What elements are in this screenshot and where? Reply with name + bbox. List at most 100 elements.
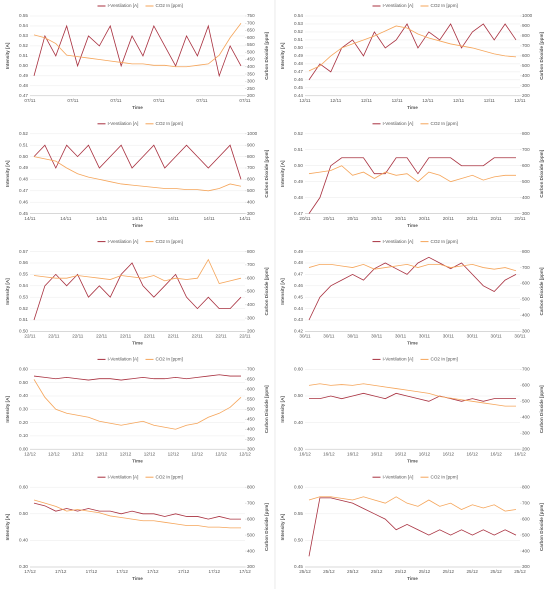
- y2-tick-label: 300: [247, 446, 255, 451]
- x-tick-label: 12/11: [484, 98, 496, 103]
- x-tick-label: 20/11: [299, 216, 311, 221]
- y-tick-label: 0.45: [294, 294, 303, 299]
- y2-tick-label: 550: [247, 42, 255, 47]
- y2-tick-label: 1000: [522, 13, 533, 18]
- y-tick-label: 0.53: [19, 294, 28, 299]
- x-axis-title: Time: [407, 105, 418, 110]
- y2-tick-label: 650: [247, 28, 255, 33]
- y-tick-label: 0.50: [19, 63, 28, 68]
- y2-tick-label: 700: [522, 265, 530, 270]
- x-tick-label: 20/11: [347, 216, 359, 221]
- y2-axis-title: Carbon Dioxide [ppm]: [264, 385, 269, 433]
- legend-label: I-Ventilation [A]: [383, 3, 414, 8]
- x-tick-label: 25/12: [347, 569, 359, 574]
- x-tick-label: 20/11: [514, 216, 526, 221]
- y2-tick-label: 450: [247, 57, 255, 62]
- y2-tick-label: 400: [522, 548, 530, 553]
- x-tick-label: 22/11: [144, 334, 156, 339]
- y-tick-label: 0.47: [294, 69, 303, 74]
- y2-tick-label: 600: [247, 177, 255, 182]
- y-tick-label: 0.46: [294, 283, 303, 288]
- y-tick-label: 0.48: [19, 177, 28, 182]
- y-tick-label: 0.54: [19, 283, 28, 288]
- y2-tick-label: 700: [247, 367, 255, 372]
- x-tick-label: 12/12: [48, 451, 60, 456]
- y-tick-label: 0.53: [19, 33, 28, 38]
- y-tick-label: 0.46: [19, 199, 28, 204]
- y-tick-label: 0.51: [19, 142, 28, 147]
- y2-tick-label: 400: [247, 426, 255, 431]
- y2-tick-label: 600: [247, 35, 255, 40]
- legend-label: CO2 In [ppm]: [156, 239, 183, 244]
- x-axis-title: Time: [132, 576, 143, 581]
- legend-label: I-Ventilation [A]: [108, 474, 139, 479]
- y-tick-label: 0.00: [19, 446, 28, 451]
- x-tick-label: 12/12: [96, 451, 108, 456]
- y2-tick-label: 900: [247, 142, 255, 147]
- data-line: [33, 502, 241, 520]
- y-axis-title: Intensity [A]: [5, 513, 10, 540]
- x-tick-label: 22/11: [192, 334, 204, 339]
- y-tick-label: 0.51: [294, 37, 303, 42]
- x-tick-label: 20/11: [371, 216, 383, 221]
- legend-label: CO2 In [ppm]: [431, 121, 458, 126]
- x-tick-label: 20/11: [443, 216, 455, 221]
- x-tick-label: 17/12: [178, 569, 190, 574]
- y-tick-label: 0.50: [19, 154, 28, 159]
- x-tick-label: 07/11: [67, 98, 79, 103]
- y2-tick-label: 300: [247, 564, 255, 569]
- y2-tick-label: 700: [522, 147, 530, 152]
- y2-tick-label: 600: [522, 516, 530, 521]
- x-tick-label: 25/12: [443, 569, 455, 574]
- y2-tick-label: 700: [247, 165, 255, 170]
- x-tick-label: 14/11: [60, 216, 72, 221]
- y-tick-label: 0.60: [19, 484, 28, 489]
- y-axis-title: Intensity [A]: [280, 278, 285, 305]
- data-line: [33, 262, 242, 321]
- y-axis-title: Intensity [A]: [5, 278, 10, 305]
- x-tick-label: 14/11: [239, 216, 251, 221]
- y-axis-title: Intensity [A]: [280, 513, 285, 540]
- y2-tick-label: 300: [522, 564, 530, 569]
- y-tick-label: 0.55: [294, 511, 303, 516]
- x-tick-label: 25/12: [490, 569, 502, 574]
- x-tick-label: 16/12: [490, 451, 502, 456]
- x-tick-label: 22/11: [48, 334, 60, 339]
- x-tick-label: 25/12: [395, 569, 407, 574]
- data-line: [309, 392, 516, 402]
- y2-tick-label: 200: [522, 93, 530, 98]
- y-tick-label: 0.47: [19, 188, 28, 193]
- y-tick-label: 0.53: [294, 21, 303, 26]
- x-tick-label: 30/11: [514, 334, 526, 339]
- data-line: [33, 258, 242, 284]
- y2-tick-label: 400: [522, 313, 530, 318]
- y2-axis-title: Carbon Dioxide [ppm]: [539, 503, 544, 551]
- y-tick-label: 0.55: [19, 13, 28, 18]
- y-tick-label: 0.45: [19, 211, 28, 216]
- y2-tick-label: 700: [522, 500, 530, 505]
- y-tick-label: 0.50: [294, 538, 303, 543]
- x-tick-label: 07/11: [24, 98, 36, 103]
- x-tick-label: 25/12: [323, 569, 335, 574]
- y2-axis-title: Carbon Dioxide [ppm]: [264, 149, 269, 197]
- x-tick-label: 17/12: [147, 569, 159, 574]
- y-tick-label: 0.49: [294, 53, 303, 58]
- y-axis-title: Intensity [A]: [5, 42, 10, 69]
- x-tick-label: 16/12: [514, 451, 526, 456]
- y-tick-label: 0.49: [294, 249, 303, 254]
- y-tick-label: 0.50: [19, 329, 28, 334]
- y2-tick-label: 600: [522, 383, 530, 388]
- x-tick-label: 30/11: [443, 334, 455, 339]
- y-tick-label: 0.48: [19, 83, 28, 88]
- y2-tick-label: 500: [247, 407, 255, 412]
- data-line: [308, 497, 517, 557]
- y-tick-label: 0.49: [19, 165, 28, 170]
- y2-tick-label: 600: [522, 53, 530, 58]
- y2-tick-label: 500: [247, 532, 255, 537]
- data-line: [308, 263, 517, 272]
- y2-axis-title: Carbon Dioxide [ppm]: [264, 267, 269, 315]
- x-tick-label: 22/11: [120, 334, 132, 339]
- y2-tick-label: 400: [247, 548, 255, 553]
- data-line: [308, 256, 517, 321]
